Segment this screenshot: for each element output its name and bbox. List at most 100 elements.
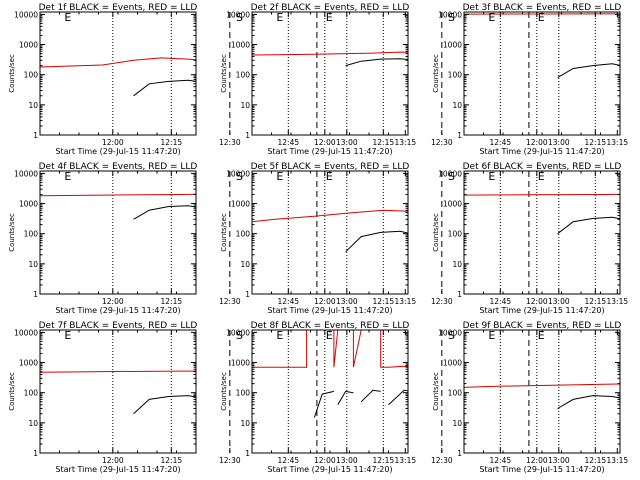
y-tick-label: 1 [245,449,250,458]
events-series-line [133,79,196,97]
lld-series-line [252,330,408,368]
x-tick-label: 13:15 [395,297,417,306]
interval-marker: S [236,170,243,183]
panel-title: Det 5f BLACK = Events, RED = LLD [251,162,410,172]
interval-marker: S [236,329,243,342]
y-tick-label: 100 [24,71,39,80]
events-series-line [360,389,381,403]
axes-frame [251,11,409,136]
events-series-line [557,216,620,235]
y-axis-label: Counts/sec [432,213,440,252]
lld-series-line [40,57,196,68]
x-tick-label: 12:45 [278,297,300,306]
y-tick-label: 10000 [226,328,250,337]
x-tick-label: 12:45 [490,456,512,465]
plot-area [252,209,572,253]
y-tick-label: 1000 [443,359,462,368]
y-tick-label: 10 [452,260,462,269]
x-tick-label: 12:00 [526,456,548,465]
interval-marker: E [326,170,333,183]
x-tick-label: 12:00 [314,456,336,465]
y-tick-label: 1 [33,449,38,458]
x-tick-label: 13:15 [395,138,417,147]
lld-series-line [252,209,408,223]
interval-marker: S [448,329,455,342]
y-tick-label: 100 [24,230,39,239]
interval-marker: E [538,329,545,342]
x-tick-label: 12:15 [373,456,395,465]
y-tick-label: 1 [457,290,462,299]
x-tick-label: 12:15 [373,297,395,306]
axes-frame [39,11,197,136]
panel-title: Det 6f BLACK = Events, RED = LLD [463,162,622,172]
x-tick-label: 12:45 [278,138,300,147]
y-axis-label: Counts/sec [220,213,228,252]
x-tick-label: 12:30 [431,138,453,147]
y-tick-label: 100 [24,389,39,398]
interval-marker: E [276,170,283,183]
axes-frame [463,329,621,454]
y-tick-label: 1000 [231,200,250,209]
events-series-line [537,229,572,245]
axes-frame [39,170,197,295]
y-tick-label: 10000 [14,328,38,337]
x-axis-label: Start Time (29-Jul-15 11:47:20) [267,306,392,315]
y-tick-label: 1 [457,449,462,458]
plot-area [252,330,408,418]
lld-series-line [464,383,620,388]
plot-area [464,193,620,235]
x-tick-label: 13:15 [395,456,417,465]
x-axis-label: Start Time (29-Jul-15 11:47:20) [267,147,392,156]
events-series-line [388,389,408,406]
x-tick-label: 13:00 [336,456,358,465]
x-tick-label: 12:00 [102,297,124,306]
events-series-line [345,230,408,253]
events-series-line [337,390,354,405]
x-tick-label: 12:15 [585,138,607,147]
x-axis-label: Start Time (29-Jul-15 11:47:20) [267,465,392,474]
y-tick-label: 10000 [14,169,38,178]
panel-title: Det 4f BLACK = Events, RED = LLD [39,162,198,172]
x-tick-label: 13:00 [548,138,570,147]
x-tick-label: 12:15 [161,456,183,465]
interval-marker: E [64,329,71,342]
y-tick-label: 1000 [443,41,462,50]
x-tick-label: 12:45 [490,138,512,147]
axes-frame [463,170,621,295]
events-series-line [325,77,360,93]
y-tick-label: 1000 [443,200,462,209]
plot-area [464,383,620,409]
y-tick-label: 1 [33,290,38,299]
y-tick-label: 1 [33,131,38,140]
x-axis-label: Start Time (29-Jul-15 11:47:20) [55,306,180,315]
y-axis-label: Counts/sec [220,54,228,93]
panel-title: Det 1f BLACK = Events, RED = LLD [39,3,198,13]
panel-det-4: Det 4f BLACK = Events, RED = LLD E S E 1 10 10… [8,162,417,315]
y-axis-label: Counts/sec [8,372,16,411]
x-tick-label: 12:30 [219,297,241,306]
x-axis-label: Start Time (29-Jul-15 11:47:20) [479,306,604,315]
x-tick-label: 12:30 [431,456,453,465]
y-axis-label: Counts/sec [432,54,440,93]
y-tick-label: 10 [28,260,38,269]
x-tick-label: 12:00 [526,297,548,306]
panel-title: Det 7f BLACK = Events, RED = LLD [39,321,198,331]
y-tick-label: 10 [240,419,250,428]
y-tick-label: 10000 [14,10,38,19]
x-tick-label: 13:15 [607,297,629,306]
events-series-line [133,395,196,415]
x-tick-label: 12:15 [585,297,607,306]
interval-marker: S [448,11,455,24]
panel-title: Det 2f BLACK = Events, RED = LLD [251,3,410,13]
y-tick-label: 10 [28,419,38,428]
y-tick-label: 10000 [438,328,462,337]
x-tick-label: 12:45 [278,456,300,465]
y-axis-label: Counts/sec [432,372,440,411]
y-tick-label: 10 [452,419,462,428]
